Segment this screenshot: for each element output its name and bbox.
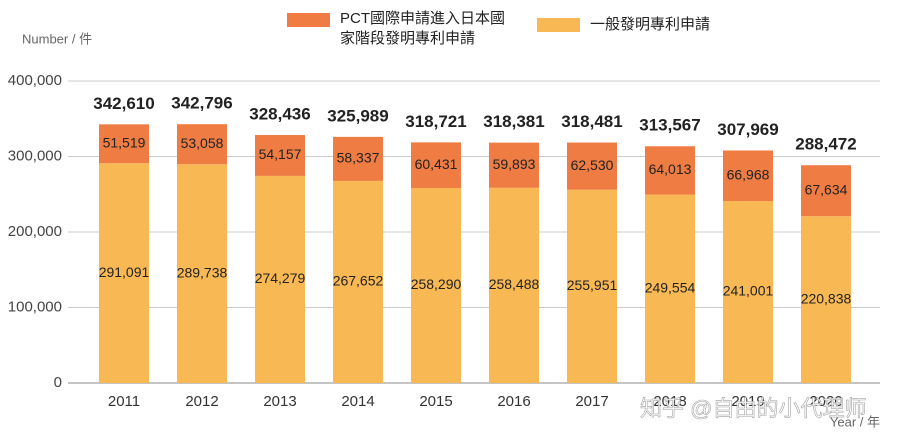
x-tick-label: 2018 bbox=[653, 393, 686, 410]
value-label: 274,279 bbox=[255, 270, 306, 286]
total-label: 325,989 bbox=[327, 106, 388, 125]
total-label: 328,436 bbox=[249, 105, 310, 124]
x-tick-label: 2014 bbox=[341, 393, 374, 410]
legend-label: PCT國際申請進入日本國家階段發明專利申請 bbox=[340, 10, 506, 47]
x-tick-label: 2013 bbox=[263, 393, 296, 410]
y-tick-label: 0 bbox=[54, 374, 62, 391]
value-label: 64,013 bbox=[649, 161, 692, 177]
x-tick-label: 2015 bbox=[419, 393, 452, 410]
bar-segment bbox=[723, 201, 773, 383]
value-label: 66,968 bbox=[727, 166, 770, 182]
legend-swatch bbox=[537, 18, 580, 32]
bar-segment bbox=[255, 135, 305, 176]
value-label: 59,893 bbox=[493, 156, 536, 172]
value-label: 289,738 bbox=[177, 264, 228, 280]
total-label: 318,481 bbox=[561, 112, 622, 131]
value-label: 255,951 bbox=[567, 277, 618, 293]
bar-segment bbox=[99, 163, 149, 383]
value-label: 54,157 bbox=[259, 146, 302, 162]
bar-segment bbox=[411, 187, 461, 383]
value-label: 241,001 bbox=[723, 283, 774, 299]
total-label: 307,969 bbox=[717, 120, 778, 139]
bar-segment bbox=[177, 124, 227, 165]
value-label: 62,530 bbox=[571, 157, 614, 173]
y-axis-label: Number / 件 bbox=[22, 31, 92, 46]
bar-segment bbox=[567, 142, 617, 190]
value-label: 51,519 bbox=[103, 134, 146, 150]
value-label: 58,337 bbox=[337, 150, 380, 166]
bar-segment bbox=[411, 142, 461, 188]
bar-segment bbox=[489, 142, 539, 188]
value-label: 291,091 bbox=[99, 264, 150, 280]
value-label: 249,554 bbox=[645, 279, 696, 295]
bar-segment bbox=[177, 164, 227, 383]
y-tick-label: 200,000 bbox=[8, 223, 62, 240]
bar-segment bbox=[333, 136, 383, 181]
total-label: 318,721 bbox=[405, 112, 466, 131]
total-label: 288,472 bbox=[795, 135, 856, 154]
legend-label: 一般發明專利申請 bbox=[590, 16, 711, 33]
total-label: 342,610 bbox=[93, 94, 154, 113]
x-tick-label: 2012 bbox=[185, 393, 218, 410]
value-label: 67,634 bbox=[805, 181, 848, 197]
bar-segment bbox=[489, 187, 539, 383]
watermark: 知乎 @自由的小代理师 bbox=[640, 396, 866, 421]
bar-segment bbox=[645, 146, 695, 195]
value-label: 258,488 bbox=[489, 276, 540, 292]
total-label: 318,381 bbox=[483, 112, 544, 131]
bar-segment bbox=[801, 216, 851, 383]
x-tick-label: 2011 bbox=[108, 393, 140, 410]
bar-segment bbox=[723, 150, 773, 202]
legend-swatch bbox=[287, 13, 330, 27]
value-label: 220,838 bbox=[801, 290, 852, 306]
bar-segment bbox=[99, 124, 149, 164]
x-tick-label: 2020 bbox=[809, 393, 842, 410]
total-label: 342,796 bbox=[171, 94, 232, 113]
y-tick-label: 400,000 bbox=[8, 72, 62, 89]
bar-segment bbox=[567, 189, 617, 383]
value-label: 267,652 bbox=[333, 273, 384, 289]
x-axis-label: Year / 年 bbox=[830, 414, 880, 429]
value-label: 60,431 bbox=[415, 156, 458, 172]
total-label: 313,567 bbox=[639, 116, 700, 135]
bar-segment bbox=[801, 165, 851, 217]
x-tick-label: 2017 bbox=[575, 393, 608, 410]
value-label: 258,290 bbox=[411, 276, 462, 292]
x-tick-label: 2016 bbox=[497, 393, 530, 410]
bar-segment bbox=[255, 175, 305, 383]
bar-segment bbox=[645, 194, 695, 383]
x-tick-label: 2019 bbox=[731, 393, 764, 410]
y-tick-label: 300,000 bbox=[8, 147, 62, 164]
value-label: 53,058 bbox=[181, 135, 224, 151]
bar-segment bbox=[333, 180, 383, 383]
y-tick-label: 100,000 bbox=[8, 298, 62, 315]
